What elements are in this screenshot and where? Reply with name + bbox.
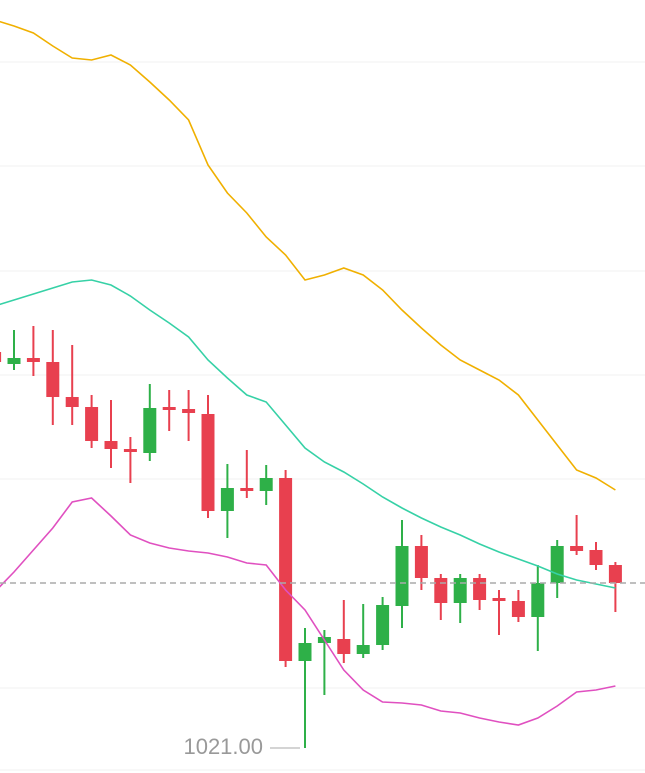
- grid: [0, 61, 645, 771]
- candle-body: [473, 578, 487, 600]
- candle-body: [453, 578, 467, 603]
- candle-body: [511, 601, 525, 617]
- candle-body: [123, 449, 137, 452]
- candle-body: [395, 546, 409, 606]
- band-line: [0, 20, 616, 491]
- candle-body: [492, 598, 506, 601]
- candle-body: [104, 441, 118, 449]
- candle-body: [279, 478, 293, 661]
- candle-body: [7, 358, 21, 364]
- candle-body: [298, 643, 312, 661]
- candle-body: [376, 605, 390, 645]
- candle-body: [550, 546, 564, 583]
- candle-body: [414, 546, 428, 578]
- candle-body: [85, 407, 99, 441]
- candle-body: [143, 408, 157, 453]
- annotation-label: 1021.00: [183, 734, 263, 759]
- candle-body: [240, 488, 254, 491]
- candle-body: [570, 546, 584, 551]
- band-line: [0, 497, 616, 726]
- candle-body: [531, 583, 545, 617]
- candle-body: [65, 397, 79, 407]
- candle-body: [182, 409, 196, 413]
- band-line: [0, 279, 616, 589]
- candle-body: [337, 639, 351, 654]
- candle-body: [589, 550, 603, 565]
- candle-body: [26, 358, 40, 362]
- candle-body: [220, 488, 234, 511]
- candle-body: [201, 414, 215, 511]
- candle-body: [162, 407, 176, 410]
- candle-body: [0, 352, 2, 362]
- candle-body: [434, 578, 448, 603]
- candle-body: [46, 362, 60, 397]
- candle-body: [608, 565, 622, 583]
- candle-body: [356, 645, 370, 654]
- candle-body: [259, 478, 273, 491]
